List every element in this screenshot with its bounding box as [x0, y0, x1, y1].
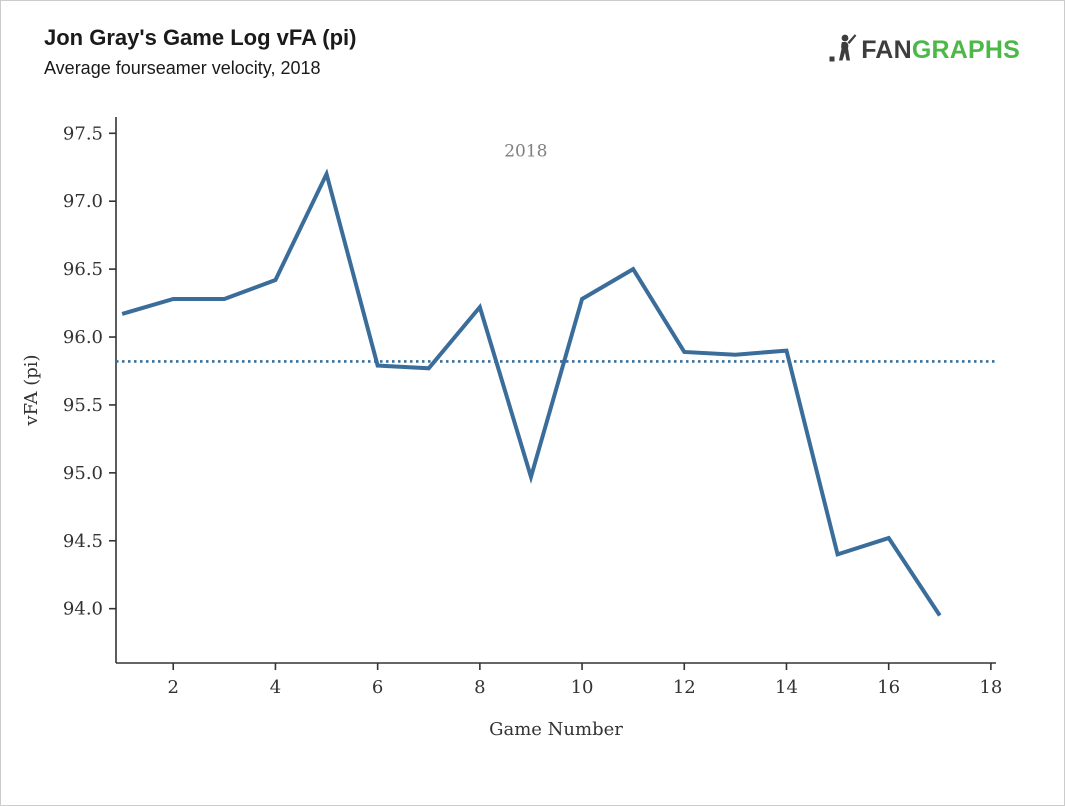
x-tick-label: 12	[673, 677, 696, 698]
fangraphs-logo-text: FANGRAPHS	[861, 38, 1020, 63]
y-tick-label: 97.0	[63, 192, 103, 213]
logo-fan: FAN	[861, 36, 912, 64]
x-axis-label: Game Number	[489, 719, 623, 740]
x-tick-label: 6	[372, 677, 383, 698]
logo-graphs: GRAPHS	[911, 36, 1020, 64]
axes: 94.0 94.5 95.0 95.5 96.0 96.5 97.0 97.5 vFA (pi)…	[21, 117, 1002, 740]
y-tick-label: 97.5	[63, 124, 103, 145]
x-tick-label: 4	[270, 677, 281, 698]
game-log-line-chart: 94.0 94.5 95.0 95.5 96.0 96.5 97.0 97.5 vFA (pi)…	[21, 117, 1002, 740]
chart-header: Jon Gray's Game Log vFA (pi) Average fou…	[1, 1, 1064, 79]
y-axis: 94.0 94.5 95.0 95.5 96.0 96.5 97.0 97.5 vFA (pi)	[21, 117, 117, 664]
fangraphs-logo: FANGRAPHS	[828, 33, 1020, 68]
x-tick-label: 2	[168, 677, 179, 698]
x-tick-label: 14	[775, 677, 798, 698]
series-line-vfa	[121, 168, 942, 617]
y-tick-label: 95.5	[63, 395, 103, 416]
y-axis-label: vFA (pi)	[21, 355, 42, 427]
chart-title: Jon Gray's Game Log vFA (pi)	[44, 25, 357, 50]
y-tick-label: 94.5	[63, 531, 103, 552]
x-tick-label: 8	[474, 677, 485, 698]
chart-subtitle: Average fourseamer velocity, 2018	[44, 58, 321, 79]
y-tick-label: 95.0	[63, 463, 103, 484]
annotation-season: 2018	[504, 142, 547, 162]
y-tick-label: 94.0	[63, 599, 103, 620]
y-tick-label: 96.0	[63, 327, 103, 348]
x-tick-label: 18	[979, 677, 1002, 698]
y-tick-label: 96.5	[63, 260, 103, 281]
x-tick-label: 16	[877, 677, 900, 698]
fangraphs-batter-icon	[828, 33, 858, 68]
chart-titles: Jon Gray's Game Log vFA (pi) Average fou…	[44, 25, 356, 79]
x-axis: 2 4 6 8 10 12 14 16 18 Game Number	[116, 662, 1002, 740]
x-tick-label: 10	[571, 677, 594, 698]
